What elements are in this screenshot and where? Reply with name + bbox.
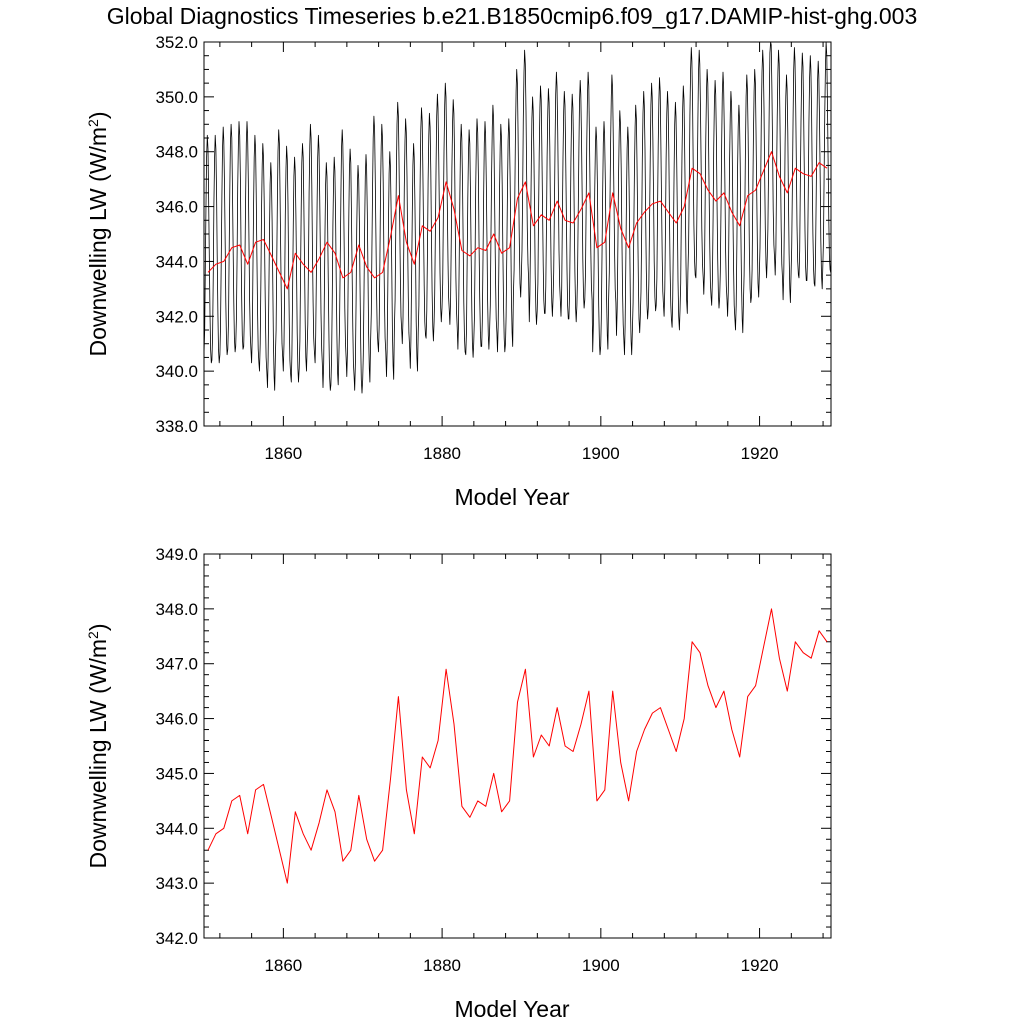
y-tick-label: 343.0: [155, 874, 198, 893]
y-tick-label: 342.0: [155, 929, 198, 948]
x-tick-label: 1860: [264, 444, 302, 463]
y-tick-label: 347.0: [155, 655, 198, 674]
top-plot-ticks: 1860 1880 1900 1920 338.0 340.0 342.0 344.0 346.…: [155, 33, 831, 463]
bottom-plot-ticks: 1860 1880 1900 1920 342.0 343.0 344.0 345.0 346.…: [155, 545, 831, 975]
y-tick-label: 352.0: [155, 33, 198, 52]
top-y-axis-label: Downwelling LW (W/m2): [85, 111, 111, 356]
x-tick-label: 1900: [582, 956, 620, 975]
y-tick-label: 344.0: [155, 819, 198, 838]
bottom-plot-frame: [203, 553, 832, 939]
y-tick-label: 345.0: [155, 764, 198, 783]
y-tick-label: 342.0: [155, 307, 198, 326]
y-tick-label: 340.0: [155, 362, 198, 381]
top-x-axis-label: Model Year: [454, 484, 569, 510]
x-tick-label: 1900: [582, 444, 620, 463]
bottom-annual-plot: 1860 1880 1900 1920 342.0 343.0 344.0 345.0 346.…: [85, 545, 832, 1022]
top-timeseries-plot: 1860 1880 1900 1920 338.0 340.0 342.0 344.0 346.…: [85, 33, 832, 510]
figure-title: Global Diagnostics Timeseries b.e21.B185…: [107, 3, 918, 29]
monthly-series-line: [203, 41, 832, 394]
x-tick-label: 1860: [264, 956, 302, 975]
annual-mean-series-line: [207, 608, 828, 884]
annual-mean-series-line: [207, 151, 828, 290]
y-tick-label: 350.0: [155, 88, 198, 107]
x-tick-label: 1880: [423, 444, 461, 463]
y-tick-label: 344.0: [155, 252, 198, 271]
x-tick-label: 1920: [741, 956, 779, 975]
y-tick-label: 346.0: [155, 198, 198, 217]
y-tick-label: 348.0: [155, 600, 198, 619]
bottom-y-axis-label: Downwelling LW (W/m2): [85, 623, 111, 868]
top-plot-series: [203, 41, 832, 394]
x-tick-label: 1880: [423, 956, 461, 975]
y-tick-label: 338.0: [155, 417, 198, 436]
x-tick-label: 1920: [741, 444, 779, 463]
bottom-plot-series: [207, 608, 828, 884]
y-tick-label: 346.0: [155, 710, 198, 729]
bottom-x-axis-label: Model Year: [454, 996, 569, 1022]
y-tick-label: 349.0: [155, 545, 198, 564]
y-tick-label: 348.0: [155, 143, 198, 162]
